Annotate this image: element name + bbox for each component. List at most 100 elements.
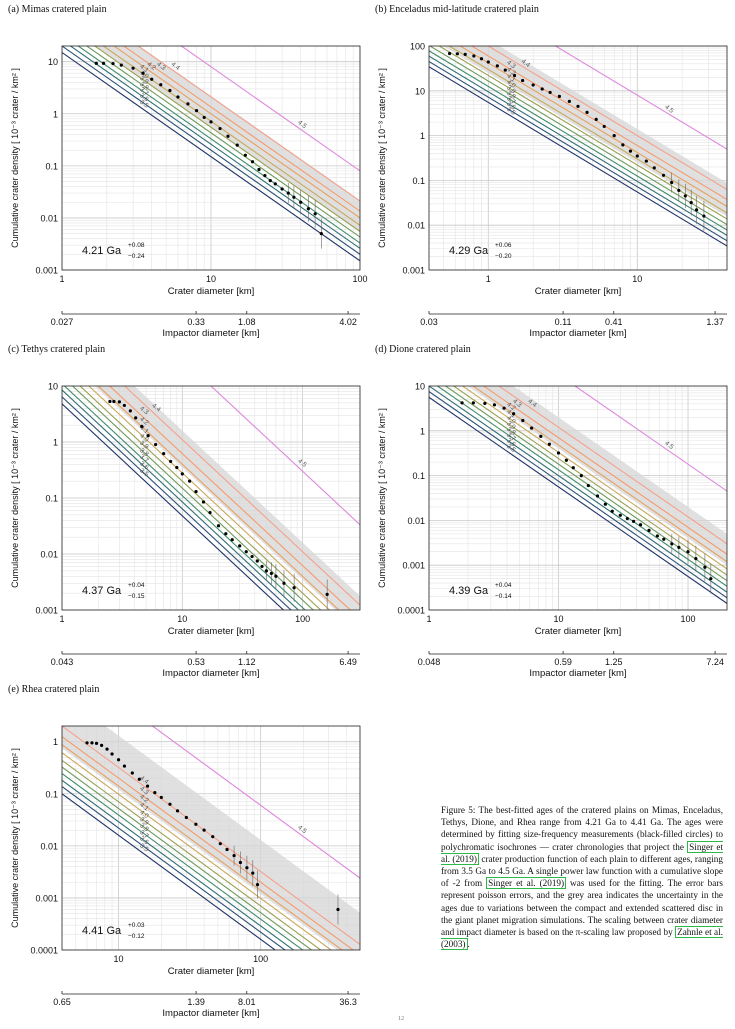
data-point [557,94,561,98]
data-point [244,550,248,554]
data-point [631,519,636,523]
data-point [336,907,340,912]
data-point [677,188,681,192]
y-tick-label: 1 [420,131,425,141]
isochrone-label: 4.4 [138,775,150,786]
data-point [194,108,199,113]
data-point [299,200,303,204]
data-point [531,83,535,87]
isochrone-label: 3.9 [505,420,517,431]
impactor-tick-label: 0.048 [418,657,441,667]
plot-frame [61,45,361,271]
data-point [111,61,115,66]
impactor-tick-label: 8.01 [238,997,256,1007]
isochrone-line [438,46,727,220]
data-point [274,574,278,578]
impactor-tick-label: 1.12 [238,657,256,667]
x-tick-label: 10 [206,274,216,284]
data-point [140,424,144,428]
impactor-tick-label: 0.53 [187,657,205,667]
y-tick-label: 0.01 [40,213,58,223]
data-point [263,173,267,178]
isochrone-line [88,386,331,610]
isochrone-line [62,51,360,262]
x-tick-label: 100 [352,274,367,284]
data-point [635,154,639,158]
x-axis-label: Crater diameter [km] [168,626,255,637]
impactor-axis-label: Impactor diameter [km] [162,328,259,339]
x-tick-label: 1 [486,274,491,284]
data-point [94,741,99,745]
data-point [286,191,290,195]
data-point [530,426,534,430]
isochrone-label: 4.5 [296,824,308,835]
impactor-axis-label: Impactor diameter [km] [162,1008,259,1019]
data-point [689,200,693,205]
data-point [162,452,166,456]
citation-link[interactable]: Singer et al. (2019) [486,877,567,890]
data-point [175,809,180,813]
y-tick-label: 1 [53,737,58,747]
isochrone-label: 4.2 [505,401,517,412]
isochrone-label: 3.5 [138,842,150,853]
data-point [137,777,141,781]
y-tick-label: 0.1 [412,471,425,481]
isochrone-line [77,46,360,244]
isochrone-line [62,759,322,950]
uncertainty-band [443,46,727,217]
isochrone-label: 3.8 [138,447,150,458]
isochrone-line [62,766,313,950]
y-tick-label: 10 [415,86,425,96]
y-tick-label: 0.001 [35,893,58,903]
data-point [255,883,260,887]
citation-link[interactable]: Zahnle et al. (2003) [441,926,723,951]
isochrone-label: 3.5 [138,467,150,478]
chart-dione: 4.5 4.44.34.24.14.03.93.83.73.63.5 0.0001 0… [377,382,728,679]
data-point [503,68,507,72]
isochrone-line [62,793,277,950]
data-point [556,451,561,455]
page-number: 12 [398,1016,404,1022]
x-axis-label: Crater diameter [km] [168,286,255,297]
isochrone-label: 4.5 [663,104,675,115]
plot-area: 4.5 4.44.34.24.14.03.93.83.73.63.5 [62,386,360,610]
data-point [130,771,134,775]
age-error-plus: +0.04 [128,582,145,589]
data-point [586,483,590,488]
data-point [175,465,179,470]
data-point [176,95,180,99]
data-point [146,434,150,438]
data-point [94,61,98,65]
isochrone-line [452,386,727,576]
citation-link[interactable]: Singer et al. (2019) [441,840,723,865]
isochrone-label: 3.6 [138,92,150,103]
age-error-minus: −0.24 [128,253,145,260]
data-point [150,77,154,81]
isochrone-label: 4.3 [511,398,523,409]
data-point [184,815,188,820]
data-point [644,159,648,163]
isochrone-label: 4.3 [155,61,167,72]
data-point [169,459,173,464]
panel-rhea: (e) Rhea cratered plain 4.5 4.4 4.3 4.2 4.1 4… [0,680,368,1024]
data-point [567,99,571,103]
data-point [145,784,150,788]
data-point [610,509,614,513]
data-point [652,166,656,170]
isochrone-line [62,389,300,610]
panel-title: (a) Mimas cratered plain [8,4,107,15]
data-point [216,524,221,528]
isochrone-label: 4.4 [520,58,532,69]
isochrone-line [62,726,360,946]
isochrone-label: 3.6 [138,460,150,471]
data-point [257,167,261,172]
isochrone-line [97,386,340,610]
isochrone-line [62,46,360,255]
data-point [225,847,229,852]
data-point [180,472,184,476]
data-point [495,64,499,68]
isochrone-label: 4.2 [138,793,150,804]
data-point [486,60,490,64]
y-tick-label: 1 [420,426,425,436]
data-point [90,741,94,745]
